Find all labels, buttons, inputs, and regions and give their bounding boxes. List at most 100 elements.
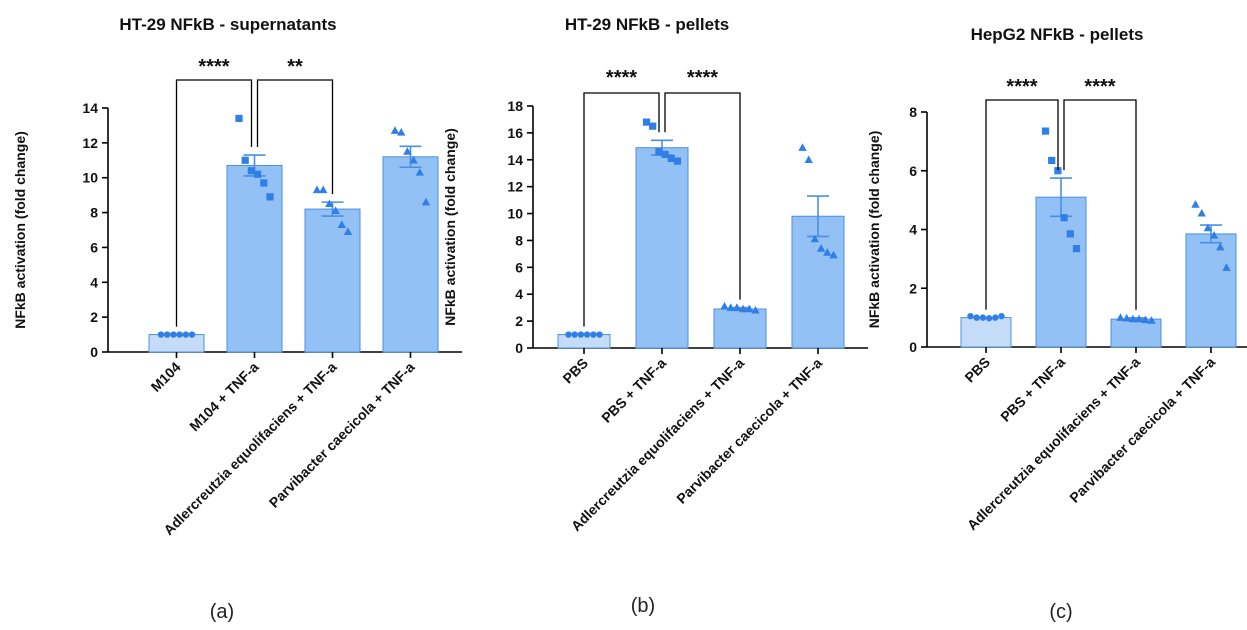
data-point [164, 331, 171, 338]
bar-2 [1035, 196, 1087, 348]
significance-label: **** [1084, 76, 1115, 98]
data-point [247, 167, 255, 175]
data-point [720, 301, 729, 310]
category-label-1: PBS [559, 355, 591, 387]
data-point [1141, 315, 1150, 324]
data-point [235, 114, 243, 123]
bar-2 [635, 147, 689, 349]
data-point [992, 314, 999, 321]
data-point [1072, 244, 1081, 253]
data-point [182, 331, 189, 338]
data-point [1197, 208, 1206, 217]
data-point [661, 150, 669, 158]
category-label-3: Adlercreutzia equolifaciens + TNF-a [160, 359, 340, 539]
y-tick-label: 6 [515, 259, 523, 275]
data-point [403, 147, 412, 155]
data-point [319, 185, 328, 194]
data-point [409, 155, 418, 164]
data-point [642, 118, 651, 126]
chart-panel-b: HT-29 NFkB - pellets NFkB activation (fol… [442, 15, 868, 617]
data-point [241, 156, 249, 164]
bar-1 [960, 317, 1012, 348]
data-point [1116, 313, 1125, 321]
data-point [1122, 313, 1131, 322]
chart-panel-c: HepG2 NFkB - pellets NFkB activation (fol… [866, 25, 1247, 623]
chart-title: HT-29 NFkB - pellets [565, 15, 729, 34]
data-point [266, 193, 274, 201]
y-tick-label: 10 [507, 206, 523, 222]
data-point [816, 244, 826, 252]
data-point [254, 170, 262, 178]
data-point [985, 315, 993, 322]
data-point [967, 312, 974, 320]
data-point [577, 331, 585, 338]
y-tick-label: 16 [507, 125, 523, 141]
y-tick-label: 0 [515, 340, 523, 356]
data-point [583, 331, 591, 338]
data-point [738, 304, 748, 313]
category-label-2: PBS + TNF-a [997, 354, 1068, 425]
y-tick-label: 0 [909, 339, 917, 355]
data-point [188, 331, 196, 338]
category-label-4: Parvibacter caecicola + TNF-a [673, 355, 825, 507]
data-point [804, 155, 813, 163]
data-point [1048, 156, 1056, 165]
data-point [667, 154, 675, 163]
data-point [1209, 230, 1219, 239]
data-point [343, 227, 353, 235]
significance-bracket [664, 92, 741, 300]
data-point [1203, 223, 1213, 232]
data-point [1216, 242, 1225, 251]
chart-title: HT-29 NFkB - supernatants [119, 15, 336, 34]
data-point [1054, 167, 1062, 175]
data-point [973, 314, 980, 321]
data-point [325, 199, 334, 208]
data-point [1128, 314, 1138, 323]
data-point [998, 312, 1005, 320]
significance-bracket [583, 92, 660, 327]
category-label-2: PBS + TNF-a [598, 355, 669, 426]
data-point [1134, 314, 1144, 323]
data-point [565, 331, 572, 338]
y-tick-label: 2 [90, 309, 98, 325]
data-point [655, 148, 663, 156]
data-point [732, 303, 742, 311]
category-label-1: M104 [148, 359, 184, 395]
data-point [829, 250, 838, 259]
data-point [415, 168, 424, 176]
chart-title: HepG2 NFkB - pellets [971, 25, 1144, 44]
data-point [1222, 263, 1231, 271]
significance-label: **** [198, 56, 229, 78]
data-point [673, 157, 682, 165]
y-tick-label: 2 [515, 313, 523, 329]
data-point [596, 331, 603, 338]
bar-1 [557, 334, 611, 349]
data-point [726, 303, 735, 311]
data-point [260, 179, 268, 187]
category-label-4: Parvibacter caecicola + TNF-a [266, 359, 418, 511]
panel-label: (c) [1049, 601, 1072, 623]
significance-label: **** [606, 67, 637, 89]
bar-4 [1185, 233, 1237, 348]
y-tick-label: 6 [90, 239, 98, 255]
y-tick-label: 18 [507, 98, 523, 114]
data-point [1147, 316, 1156, 324]
significance-bracket [256, 79, 334, 195]
data-point [1066, 230, 1074, 238]
data-point [176, 331, 183, 338]
y-tick-label: 4 [515, 286, 523, 302]
data-point [331, 206, 340, 215]
y-tick-label: 10 [82, 170, 98, 186]
y-tick-label: 4 [90, 274, 98, 290]
y-tick-label: 8 [515, 232, 523, 248]
significance-label: **** [687, 67, 718, 89]
data-point [170, 331, 177, 338]
y-tick-label: 0 [90, 344, 98, 360]
category-label-3: Adlercreutzia equolifaciens + TNF-a [568, 355, 748, 535]
data-point [571, 331, 578, 338]
y-tick-label: 6 [909, 163, 917, 179]
category-label-2: M104 + TNF-a [186, 359, 262, 435]
y-tick-label: 14 [507, 152, 523, 168]
bar-4 [382, 156, 439, 353]
y-tick-label: 4 [909, 222, 917, 238]
